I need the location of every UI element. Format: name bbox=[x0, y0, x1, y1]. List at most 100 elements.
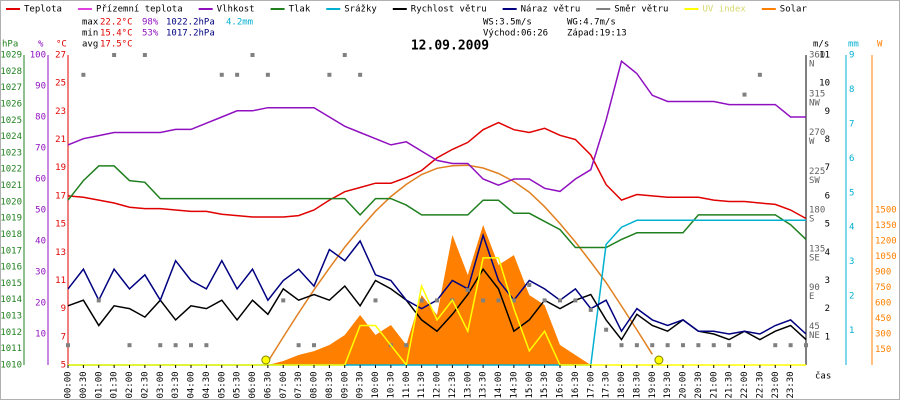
series-line bbox=[67, 165, 807, 249]
tick-label: 360 bbox=[809, 51, 825, 61]
wind-direction-point bbox=[265, 72, 270, 77]
tick-label: S bbox=[809, 215, 814, 225]
x-tick-label: 19:30 bbox=[663, 371, 673, 398]
plot-area bbox=[66, 53, 808, 367]
wind-direction-point bbox=[235, 72, 240, 77]
tick-label: 7 bbox=[61, 332, 66, 342]
series-line bbox=[67, 59, 806, 193]
tick-label: 70 bbox=[35, 144, 46, 154]
tick-label: 450 bbox=[875, 314, 891, 324]
x-tick-label: 00:00 bbox=[64, 371, 74, 398]
stat-label: max bbox=[82, 18, 99, 28]
tick-label: 150 bbox=[875, 345, 891, 355]
x-tick-label: 11:00 bbox=[402, 371, 412, 398]
tick-label: 1029 bbox=[0, 51, 22, 61]
tick-label: NW bbox=[809, 98, 820, 108]
legend-label: Vlhkost bbox=[217, 5, 255, 15]
wind-direction-point bbox=[250, 53, 255, 57]
tick-label: 60 bbox=[35, 175, 46, 185]
axis-unit: m/s bbox=[813, 40, 829, 50]
tick-label: 1 bbox=[825, 332, 830, 342]
legend-label: Přízemní teplota bbox=[96, 5, 183, 15]
wind-direction-point bbox=[281, 298, 286, 303]
tick-label: 50 bbox=[35, 206, 46, 216]
tick-label: 600 bbox=[875, 299, 891, 309]
tick-label: 1026 bbox=[0, 99, 22, 109]
x-tick-label: 08:30 bbox=[325, 371, 335, 398]
x-tick-label: 15:00 bbox=[525, 371, 535, 398]
wind-direction-point bbox=[788, 343, 793, 348]
x-tick-label: 03:00 bbox=[156, 371, 166, 398]
x-tick-label: 00:30 bbox=[79, 371, 89, 398]
stat-label: avg bbox=[82, 40, 98, 50]
x-tick-label: 23:00 bbox=[771, 371, 781, 398]
x-tick-label: 18:30 bbox=[632, 371, 642, 398]
wind-direction-point bbox=[757, 72, 762, 77]
wind-direction-point bbox=[96, 298, 101, 303]
tick-label: 300 bbox=[875, 330, 891, 340]
wind-direction-point bbox=[81, 72, 86, 77]
wind-direction-point bbox=[681, 343, 685, 348]
sun-time: 19:13 bbox=[600, 29, 627, 39]
legend-label: Směr větru bbox=[614, 5, 668, 15]
axis-unit: °C bbox=[56, 40, 67, 50]
wind-direction-point bbox=[665, 343, 670, 348]
tick-label: 27 bbox=[55, 51, 66, 61]
tick-label: 1021 bbox=[0, 181, 22, 191]
x-tick-label: 15:30 bbox=[540, 371, 550, 398]
axis-unit: mm bbox=[848, 40, 859, 50]
sun-marker bbox=[654, 355, 664, 365]
tick-label: 19 bbox=[55, 163, 66, 173]
tick-label: 1017 bbox=[0, 246, 22, 256]
x-tick-label: 07:30 bbox=[294, 371, 304, 398]
sun-label: Východ: bbox=[483, 29, 521, 39]
tick-label: 7 bbox=[825, 163, 830, 173]
tick-label: 15 bbox=[55, 220, 66, 230]
x-tick-label: 02:30 bbox=[140, 371, 150, 398]
x-tick-label: 23:30 bbox=[786, 371, 796, 398]
x-tick-label: 16:30 bbox=[571, 371, 581, 398]
tick-label: 80 bbox=[35, 113, 46, 123]
tick-label: 5 bbox=[61, 361, 66, 371]
wind-direction-point bbox=[650, 343, 655, 348]
tick-label: 1016 bbox=[0, 263, 22, 273]
tick-label: 1011 bbox=[0, 344, 22, 354]
wind-direction-point bbox=[358, 72, 363, 77]
wind-direction-point bbox=[112, 53, 117, 57]
wind-direction-point bbox=[496, 298, 501, 303]
wind-direction-point bbox=[127, 343, 132, 348]
tick-label: 1022 bbox=[0, 165, 22, 175]
legend-label: Srážky bbox=[344, 5, 377, 15]
tick-label: 5 bbox=[825, 220, 830, 230]
tick-label: 1014 bbox=[0, 295, 22, 305]
tick-label: 135 bbox=[809, 244, 825, 254]
tick-label: E bbox=[809, 292, 814, 302]
wind-direction-point bbox=[404, 343, 409, 348]
wind-direction-point bbox=[773, 343, 778, 348]
tick-label: 2 bbox=[849, 292, 854, 302]
x-tick-label: 05:30 bbox=[233, 371, 243, 398]
stat-value: 17.5°C bbox=[100, 40, 133, 50]
legend-label: Náraz větru bbox=[521, 5, 581, 15]
x-tick-label: 09:00 bbox=[340, 371, 350, 398]
sun-label: Západ: bbox=[567, 29, 600, 39]
legend-label: Teplota bbox=[24, 5, 62, 15]
wind-direction-point bbox=[558, 298, 562, 303]
tick-label: 750 bbox=[875, 283, 891, 293]
x-tick-label: 16:00 bbox=[556, 371, 566, 398]
tick-label: N bbox=[809, 60, 814, 70]
x-tick-label: 14:30 bbox=[509, 371, 519, 398]
x-tick-label: 02:00 bbox=[125, 371, 135, 398]
tick-label: 1015 bbox=[0, 279, 22, 289]
x-tick-label: 09:30 bbox=[356, 371, 366, 398]
wind-direction-point bbox=[573, 298, 578, 303]
x-tick-label: 05:00 bbox=[217, 371, 227, 398]
wind-direction-point bbox=[511, 298, 516, 303]
tick-label: 2 bbox=[825, 304, 830, 314]
x-tick-label: 12:00 bbox=[433, 371, 443, 398]
tick-label: 1028 bbox=[0, 67, 22, 77]
x-tick-label: 20:00 bbox=[679, 371, 689, 398]
x-tick-label: 04:00 bbox=[187, 371, 197, 398]
tick-label: 100 bbox=[30, 51, 46, 61]
